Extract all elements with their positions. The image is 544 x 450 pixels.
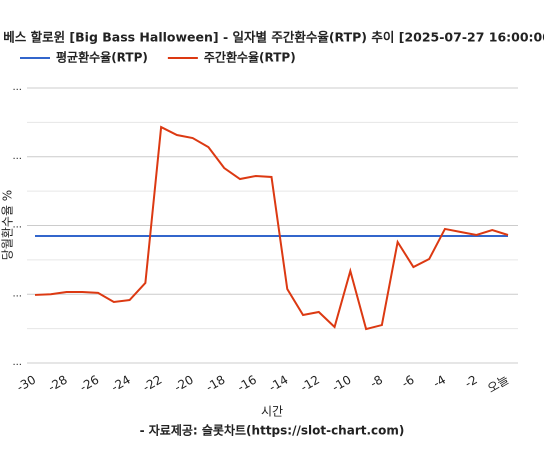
y-tick-label: ... [12,357,22,368]
y-axis-title: 당월환수율 % [1,190,15,260]
y-tick-label: ... [12,288,22,299]
x-tick-label: -12 [298,373,322,395]
x-tick-label: -22 [140,373,164,395]
y-tick-label: ... [12,220,22,231]
legend-label: 주간환수율(RTP) [204,50,296,65]
y-tick-label: ... [12,151,22,162]
x-tick-label: -8 [368,373,385,391]
x-tick-label: -2 [462,373,479,391]
x-tick-label: 오늘 [485,373,511,396]
x-tick-label: -30 [14,373,38,395]
line-series [34,125,509,331]
x-tick-label: -26 [77,373,101,395]
x-tick-label: -6 [399,373,416,391]
y-tick-label: ... [12,82,22,93]
chart-title: 빅 베스 할로윈 [Big Bass Halloween] - 일자별 주간환수… [0,30,544,45]
x-tick-label: -20 [172,373,196,395]
source: - 자료제공: 슬롯차트(https://slot-chart.com) [140,423,405,438]
x-tick-label: -14 [267,373,291,395]
x-axis-title: 시간 [261,405,283,419]
x-tick-label: -28 [46,373,70,395]
x-tick-label: -18 [203,373,227,395]
x-tick-label: -24 [109,373,133,395]
x-tick-label: -10 [330,373,354,395]
x-tick-label: -4 [431,373,448,391]
x-tick-label: -16 [235,373,259,395]
legend-label: 평균환수율(RTP) [56,50,148,65]
